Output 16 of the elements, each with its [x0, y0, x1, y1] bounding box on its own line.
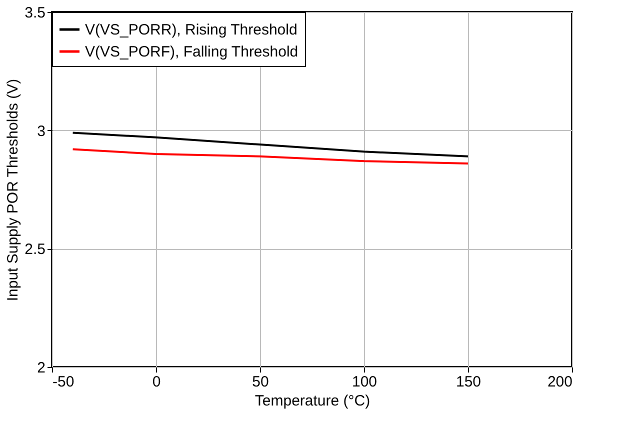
legend-label: V(VS_PORF), Falling Threshold: [85, 44, 298, 60]
x-tick-label: -50: [52, 374, 74, 390]
x-tick-label: 100: [352, 374, 378, 390]
y-tick-label: 3.5: [24, 4, 46, 22]
x-tick-label: 50: [252, 374, 269, 390]
x-tick-label: 150: [456, 374, 482, 390]
y-axis-title: Input Supply POR Thresholds (V): [4, 78, 22, 302]
line-series: [72, 148, 469, 164]
line-series: [72, 132, 469, 158]
x-tick-label: 200: [547, 374, 572, 390]
y-tick-label: 3: [37, 122, 46, 140]
y-tick-label: 2.5: [24, 241, 46, 258]
y-tick-label: 2: [37, 360, 46, 376]
x-tick-label: 0: [152, 374, 161, 390]
legend-label: V(VS_PORR), Rising Threshold: [85, 22, 298, 38]
x-axis-title: Temperature (°C): [254, 392, 370, 410]
